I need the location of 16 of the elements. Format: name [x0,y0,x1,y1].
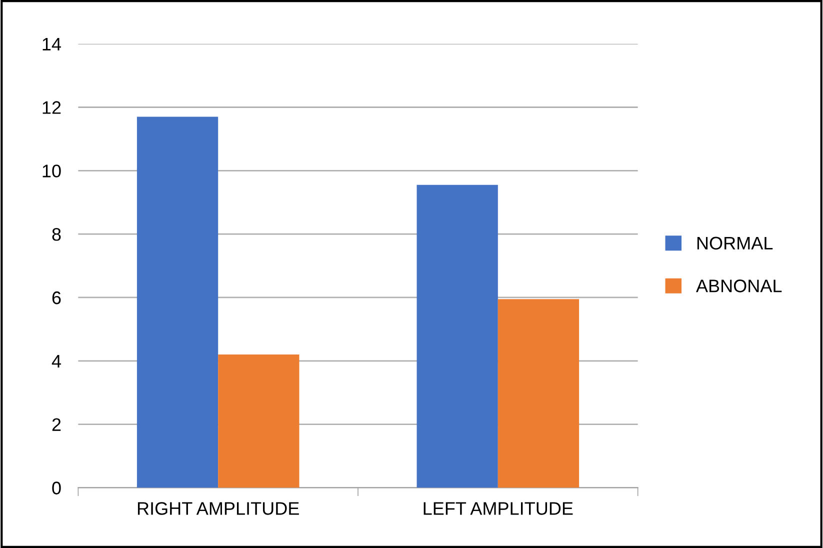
y-tick-label: 10 [42,164,61,178]
y-tick-label: 4 [52,355,61,368]
bar [498,299,580,488]
bar [416,184,498,488]
legend-label: ABNONAL [696,280,782,292]
y-tick-label: 14 [42,38,61,50]
y-tick-label: 6 [52,291,61,304]
y-tick-label: 0 [52,482,61,494]
bar [136,116,218,488]
y-tick-label: 12 [42,101,61,114]
y-tick-label: 8 [52,228,61,241]
x-tick-label: LEFT AMPLITUDE [424,502,573,515]
y-tick-label: 2 [52,418,61,431]
x-tick-label: RIGHT AMPLITUDE [138,502,299,515]
legend-label: NORMAL [697,236,773,250]
bar [218,354,300,488]
